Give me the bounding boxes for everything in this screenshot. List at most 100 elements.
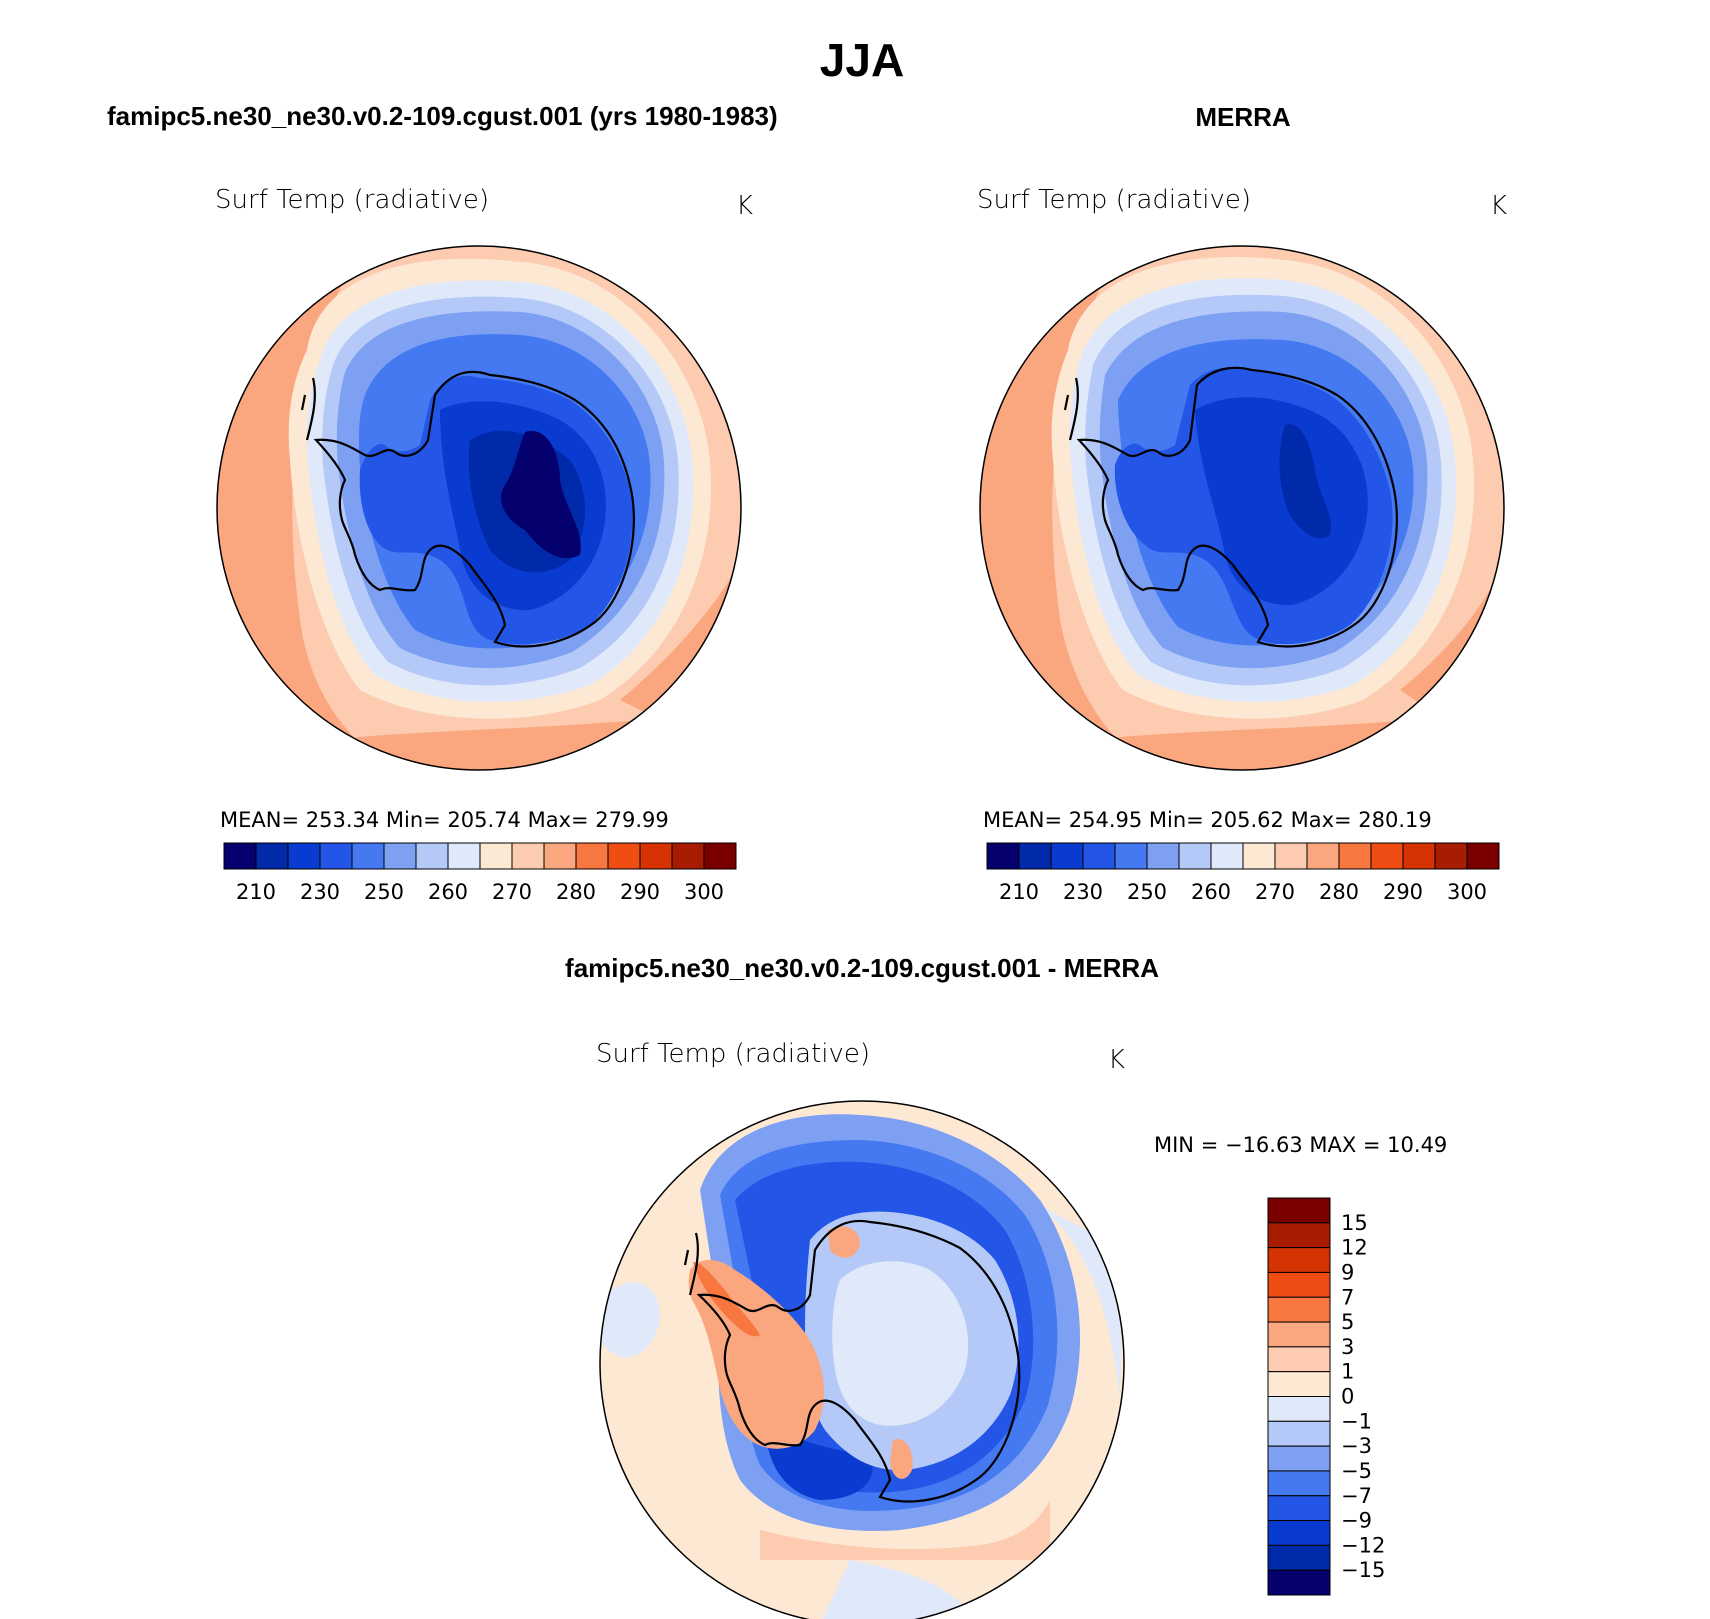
colorbar-box bbox=[319, 842, 353, 870]
panel-diff: famipc5.ne30_ne30.v0.2-109.cgust.001 - M… bbox=[565, 953, 1447, 1619]
colorbar-box bbox=[1050, 842, 1084, 870]
panel-obs-title: MERRA bbox=[1195, 102, 1291, 132]
panel-diff-title: famipc5.ne30_ne30.v0.2-109.cgust.001 - M… bbox=[565, 953, 1159, 983]
map-model-band-south bbox=[330, 720, 640, 770]
colorbar-box bbox=[1402, 842, 1436, 870]
panel-model-colorbar: 210 230 250 260 270 280 290 300 bbox=[223, 842, 737, 904]
colorbar-box bbox=[1146, 842, 1180, 870]
colorbar-box bbox=[1267, 1296, 1331, 1323]
colorbar-tick-label: 0 bbox=[1341, 1385, 1354, 1409]
colorbar-box bbox=[1018, 842, 1052, 870]
colorbar-tick-label: −15 bbox=[1341, 1558, 1385, 1582]
colorbar-box bbox=[1267, 1321, 1331, 1348]
colorbar-box bbox=[1267, 1222, 1331, 1249]
map-diff-coastline bbox=[683, 1219, 1021, 1503]
colorbar-box bbox=[1114, 842, 1148, 870]
colorbar-tick-label: 1 bbox=[1341, 1360, 1354, 1384]
colorbar-tick-label: 260 bbox=[1191, 880, 1231, 904]
colorbar-box bbox=[1267, 1247, 1331, 1273]
colorbar-tick-label: −3 bbox=[1341, 1434, 1372, 1458]
panel-model-variable: Surf Temp (radiative) bbox=[215, 185, 489, 215]
colorbar-box bbox=[1434, 842, 1468, 870]
colorbar-box bbox=[1082, 842, 1116, 870]
colorbar-box bbox=[1267, 1197, 1331, 1224]
colorbar-tick-label: 230 bbox=[1063, 880, 1103, 904]
colorbar-tick-label: 260 bbox=[428, 880, 468, 904]
colorbar-box bbox=[1267, 1445, 1331, 1472]
panel-obs-units: K bbox=[1490, 191, 1507, 221]
colorbar-tick-label: 5 bbox=[1341, 1310, 1354, 1334]
colorbar-box bbox=[671, 842, 705, 870]
map-obs-plateau-215 bbox=[1279, 424, 1332, 539]
colorbar-tick-label: 3 bbox=[1341, 1335, 1354, 1359]
colorbar-tick-label: −5 bbox=[1341, 1459, 1372, 1483]
colorbar-box bbox=[479, 842, 513, 870]
colorbar-box bbox=[255, 842, 289, 870]
colorbar-box bbox=[287, 842, 321, 870]
colorbar-tick-label: 9 bbox=[1341, 1260, 1354, 1284]
colorbar-box bbox=[986, 842, 1020, 870]
panel-diff-units: K bbox=[1108, 1045, 1125, 1075]
figure-title: JJA bbox=[820, 34, 904, 86]
map-obs-band-south bbox=[1090, 720, 1410, 770]
colorbar-tick-label: 290 bbox=[620, 880, 660, 904]
panel-obs-map bbox=[980, 246, 1504, 770]
colorbar-box bbox=[639, 842, 673, 870]
colorbar-box bbox=[447, 842, 481, 870]
colorbar-tick-label: 280 bbox=[556, 880, 596, 904]
colorbar-box bbox=[1267, 1396, 1331, 1422]
colorbar-tick-label: 230 bbox=[300, 880, 340, 904]
colorbar-box bbox=[1466, 842, 1500, 870]
colorbar-box bbox=[1306, 842, 1340, 870]
colorbar-box bbox=[1267, 1470, 1331, 1497]
colorbar-tick-label: 15 bbox=[1341, 1211, 1368, 1235]
colorbar-box bbox=[1267, 1520, 1331, 1546]
colorbar-box bbox=[703, 842, 737, 870]
panel-model-stats: MEAN= 253.34 Min= 205.74 Max= 279.99 bbox=[220, 808, 669, 832]
panel-obs-stats: MEAN= 254.95 Min= 205.62 Max= 280.19 bbox=[983, 808, 1432, 832]
colorbar-tick-label: 250 bbox=[1127, 880, 1167, 904]
colorbar-box bbox=[607, 842, 641, 870]
colorbar-tick-label: 300 bbox=[684, 880, 724, 904]
colorbar-tick-label: 280 bbox=[1319, 880, 1359, 904]
colorbar-tick-label: 270 bbox=[492, 880, 532, 904]
panel-diff-stats: MIN = −16.63 MAX = 10.49 bbox=[1154, 1133, 1447, 1157]
colorbar-tick-label: 7 bbox=[1341, 1285, 1354, 1309]
panel-diff-map bbox=[600, 1101, 1124, 1619]
colorbar-box bbox=[1267, 1371, 1331, 1397]
map-diff-patch-pos-north bbox=[828, 1226, 860, 1258]
map-diff-band-south bbox=[760, 1500, 1050, 1560]
colorbar-box bbox=[511, 842, 545, 870]
panel-obs-colorbar: 210 230 250 260 270 280 290 300 bbox=[986, 842, 1500, 904]
colorbar-tick-label: 270 bbox=[1255, 880, 1295, 904]
map-model-plateau-210 bbox=[501, 430, 581, 559]
colorbar-box bbox=[1242, 842, 1276, 870]
panel-obs: MERRA Surf Temp (radiative) K MEAN= 254.… bbox=[977, 102, 1507, 904]
colorbar-tick-label: 210 bbox=[236, 880, 276, 904]
colorbar-box bbox=[1267, 1420, 1331, 1447]
colorbar-box bbox=[383, 842, 417, 870]
colorbar-tick-label: 290 bbox=[1383, 880, 1423, 904]
map-diff-patch-pos-south bbox=[890, 1439, 913, 1479]
panel-diff-map-border bbox=[599, 1100, 1125, 1619]
colorbar-box bbox=[1267, 1271, 1331, 1298]
panel-model: famipc5.ne30_ne30.v0.2-109.cgust.001 (yr… bbox=[107, 101, 778, 904]
map-diff-continent-neg1 bbox=[832, 1261, 969, 1426]
colorbar-box bbox=[351, 842, 385, 870]
colorbar-tick-label: 250 bbox=[364, 880, 404, 904]
colorbar-box bbox=[1274, 842, 1308, 870]
colorbar-tick-label: 12 bbox=[1341, 1236, 1368, 1260]
panel-model-map-border bbox=[216, 245, 742, 771]
colorbar-box bbox=[1267, 1569, 1331, 1596]
colorbar-box bbox=[223, 842, 257, 870]
colorbar-tick-label: 210 bbox=[999, 880, 1039, 904]
map-obs-band-west bbox=[980, 265, 1180, 770]
panel-obs-map-border bbox=[979, 245, 1505, 771]
map-obs-coastline bbox=[1063, 366, 1398, 648]
colorbar-box bbox=[543, 842, 577, 870]
colorbar-box bbox=[1267, 1495, 1331, 1522]
panel-diff-variable: Surf Temp (radiative) bbox=[596, 1039, 870, 1069]
colorbar-tick-label: −12 bbox=[1341, 1533, 1385, 1557]
